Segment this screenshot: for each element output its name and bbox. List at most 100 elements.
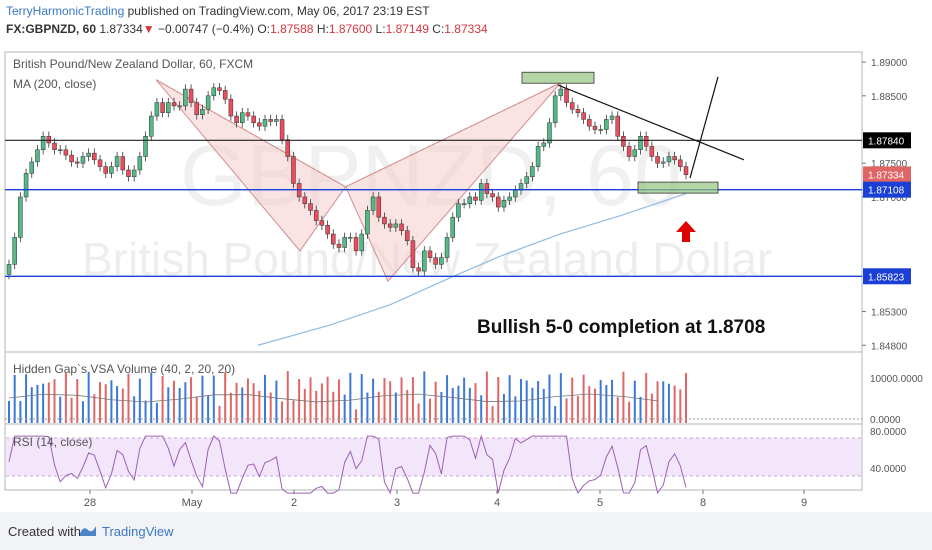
candle-body [643,136,649,147]
candle-body [638,136,643,151]
candle-body [257,122,262,127]
candle-body [103,166,108,174]
candle-body [575,109,581,113]
candle-body [52,142,57,151]
candle-body [86,152,91,157]
candle-body [490,193,495,198]
candle-body [376,196,382,218]
candle-body [154,102,160,117]
trend-line-projection [689,76,719,179]
price-label-bg [863,132,911,149]
up-arrow-icon [676,221,696,242]
candle-body [80,156,86,164]
high-label: H: [316,22,329,36]
candle-body [279,119,285,140]
candle-body [507,196,512,201]
candle-body [57,149,63,152]
candle-body [166,102,171,113]
candle-body [621,136,626,147]
price-label-bg [863,181,911,198]
candle-body [370,196,376,211]
candle-body [450,216,455,238]
top-zone [521,71,595,84]
candle-body [569,102,575,110]
rsi-path [8,434,687,495]
tradingview-logo-icon [80,526,96,536]
candle-body [496,196,501,208]
horizontal-lines[interactable] [5,139,862,277]
rsi-band [6,438,861,476]
candle-body [399,223,404,231]
candle-body [422,250,427,272]
open-value: 1.87588 [270,22,314,36]
price-label: 1.85823 [868,272,905,283]
candle-body [228,98,234,117]
candle-body [587,119,592,127]
candle-body [541,142,547,147]
candle-body [200,109,205,115]
candle-body [552,95,558,124]
candle-body [234,115,239,124]
price-tick-label: 1.87500 [871,159,908,170]
candle-body [427,250,433,258]
time-tick-label: 4 [494,497,500,509]
drawings[interactable] [521,71,745,242]
candle-body [12,237,17,265]
candle-body [473,196,478,201]
time-tick-label: 2 [291,497,297,509]
candle-body [291,156,296,184]
pattern-bd-line [345,82,561,188]
time-tick-label: 28 [84,497,96,509]
low-label: L: [375,22,386,36]
tradingview-link[interactable]: TradingView [102,524,174,539]
footer: Created with TradingView [0,512,932,550]
candle-body [484,183,490,194]
symbol-bar: FX:GBPNZD, 60 1.87334▼ −0.00747 (−0.4%) … [6,22,488,36]
candle-body [313,210,319,221]
close-label: C: [432,22,445,36]
price-tick-label: 1.89000 [871,58,908,69]
candle-body [188,88,194,103]
candle-body [444,237,450,258]
candle-body [325,225,330,235]
time-axis: 28 May 2 3 4 5 8 9 [84,490,807,509]
volume-bars [5,371,862,423]
candle-body [598,129,603,131]
candle-body [604,119,609,130]
time-tick-label: May [182,497,203,509]
candle-body [336,243,342,248]
candle-body [183,88,188,107]
candle-body [359,233,364,252]
candle-body [416,267,421,272]
last-price: 1.87334 [99,22,143,36]
rsi-line [8,434,687,495]
candle-body [666,156,672,163]
candle-body [581,112,586,120]
chart-canvas[interactable]: GBPNZD, 60 British Pound/New Zealand Dol… [0,0,932,512]
candles [6,83,689,280]
volume-legend: Hidden Gap`s VSA Volume (40, 2, 20, 20) [13,362,235,376]
candle-body [75,161,80,164]
candle-body [171,102,177,107]
candle-body [143,136,148,157]
candle-body [222,90,228,100]
symbol-label: FX:GBPNZD, 60 [6,22,97,36]
candle-body [410,240,416,268]
rsi-tick-label: 80.0000 [870,427,907,438]
time-tick-label: 5 [597,497,603,509]
candle-body [274,119,279,122]
rsi-legend: RSI (14, close) [13,435,92,449]
author-link[interactable]: TerryHarmonicTrading [6,4,125,18]
price-tick-label: 1.88500 [871,92,908,103]
candle-body [649,146,655,157]
candle-body [205,95,211,110]
candle-body [240,112,245,124]
candle-body [148,115,154,137]
candle-body [251,115,256,124]
candle-body [433,257,438,265]
candle-body [211,87,217,97]
price-tick-label: 1.84800 [871,341,908,352]
high-value: 1.87600 [328,22,373,36]
candle-body [456,203,461,218]
time-tick-label: 8 [700,497,706,509]
